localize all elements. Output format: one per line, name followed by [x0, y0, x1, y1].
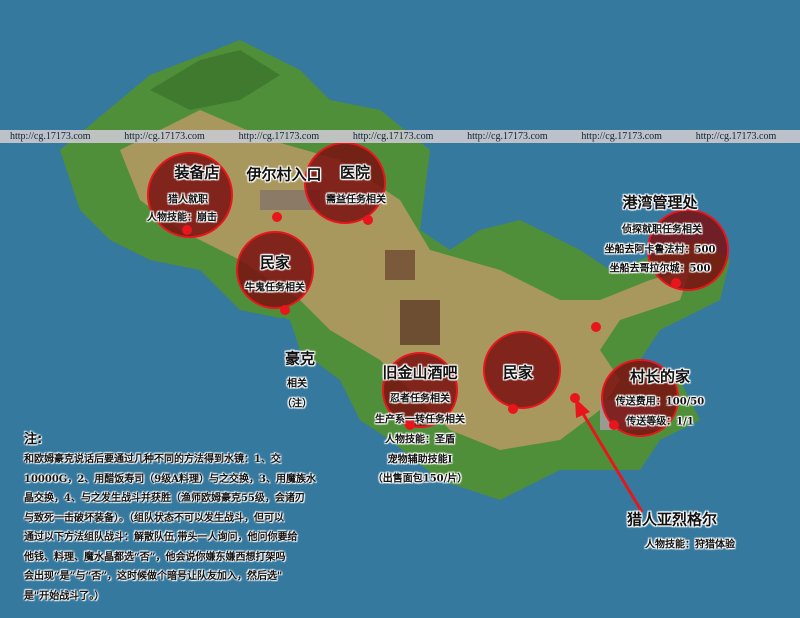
marker-dot[interactable] — [182, 225, 192, 235]
markers — [182, 212, 681, 430]
forest-patch — [150, 50, 280, 110]
note-line: 10000G，2、用醋饭寿司（9级A料理）与之交换，3、用魔族水 — [24, 473, 316, 485]
location-info: 宠物辅助技能I — [387, 454, 453, 466]
watermark-text: http://cg.17173.com — [352, 131, 434, 142]
building — [385, 250, 415, 280]
location-info: 猎人就职 — [168, 194, 208, 206]
watermark-text: http://cg.17173.com — [10, 131, 91, 142]
location-info: 人物技能：崩击 — [147, 212, 217, 224]
marker-dot[interactable] — [609, 420, 619, 430]
location-info: 传送费用：100/50 — [615, 396, 705, 408]
location-circles — [147, 142, 729, 437]
circle-harbor-office — [647, 209, 729, 291]
circle-chief-house — [601, 359, 679, 437]
location-info: （出售面包150/片） — [372, 473, 468, 485]
location-info: 人物技能：圣盾 — [385, 434, 455, 446]
note-line: 通过以下方法组队战斗：解散队伍,带头一人询问，他问你要给 — [24, 532, 298, 543]
watermark-text: http://cg.17173.com — [467, 131, 548, 142]
note-title: 注: — [24, 432, 43, 447]
marker-dot[interactable] — [405, 420, 415, 430]
note-line: 与致死一击破坏装备）。（组队状态不可以发生战斗，但可以 — [24, 512, 284, 524]
note-line: 是"开始战斗了。） — [24, 590, 105, 602]
location-title: 民家 — [259, 253, 291, 272]
watermark-text: http://cg.17173.com — [695, 131, 777, 142]
note-line: 会出现“是”与“否”，这时候做个暗号让队友加入，然后选" — [24, 571, 283, 582]
note-line: 晶交换，4、与之发生战斗并获胜（渔师欧姆豪克55级，会诸刃 — [24, 493, 305, 504]
watermark-text: http://cg.17173.com — [581, 131, 662, 142]
watermark-text: http://cg.17173.com — [238, 131, 320, 142]
location-info: 侦探就职任务相关 — [622, 224, 702, 236]
note-line: 他钱、料理、魔水晶都选“否”，他会说你嫌东嫌西想打架吗 — [24, 551, 286, 563]
arrow-to-hunter — [575, 398, 644, 513]
location-title: 旧金山酒吧 — [382, 363, 458, 382]
location-info: 坐船去阿卡鲁法村：500 — [604, 244, 716, 256]
location-title: 民家 — [502, 363, 534, 382]
location-info: 生产系一转任务相关 — [375, 414, 465, 426]
marker-dot[interactable] — [280, 305, 290, 315]
marker-dot[interactable] — [591, 322, 601, 332]
location-info: 牛鬼任务相关 — [245, 282, 305, 294]
circle-old-gold-bar — [382, 352, 458, 428]
watermark-text: http://cg.17173.com — [124, 131, 205, 142]
location-title: 猎人亚烈格尔 — [626, 510, 718, 529]
location-title: 装备店 — [174, 163, 220, 182]
location-info: 传送等级：1/1 — [626, 416, 694, 428]
marker-dot[interactable] — [363, 215, 373, 225]
location-title: 伊尔村入口 — [246, 165, 322, 184]
circle-hospital — [304, 142, 386, 224]
marker-dot[interactable] — [508, 404, 518, 414]
location-title: 村长的家 — [629, 367, 691, 386]
location-info: 坐船去哥拉尔城：500 — [609, 263, 711, 275]
location-info: 忍者任务相关 — [390, 393, 450, 405]
village-wall — [260, 190, 320, 210]
marker-dot[interactable] — [272, 212, 282, 222]
marker-dot[interactable] — [671, 278, 681, 288]
circle-house-1 — [236, 231, 314, 309]
circle-equipment-shop — [147, 152, 233, 238]
note-line: 和欧姆豪克说话后要通过几种不同的方法得到水镜：1、交 — [24, 454, 281, 465]
circle-house-2 — [483, 331, 561, 409]
location-info: 需益任务相关 — [326, 194, 386, 206]
location-info: 相关 — [287, 378, 307, 390]
location-info: 人物技能：狩猎体验 — [645, 539, 735, 551]
location-title: 豪克 — [284, 349, 316, 368]
water-overlay — [0, 318, 286, 423]
note-body: 和欧姆豪克说话后要通过几种不同的方法得到水镜：1、交 10000G，2、用醋饭寿… — [24, 450, 354, 606]
location-title: 港湾管理处 — [622, 193, 698, 212]
watermark-strip: http://cg.17173.com http://cg.17173.com … — [0, 130, 800, 143]
location-info: （注） — [282, 398, 312, 410]
location-title: 医院 — [339, 163, 371, 182]
building — [400, 300, 440, 345]
